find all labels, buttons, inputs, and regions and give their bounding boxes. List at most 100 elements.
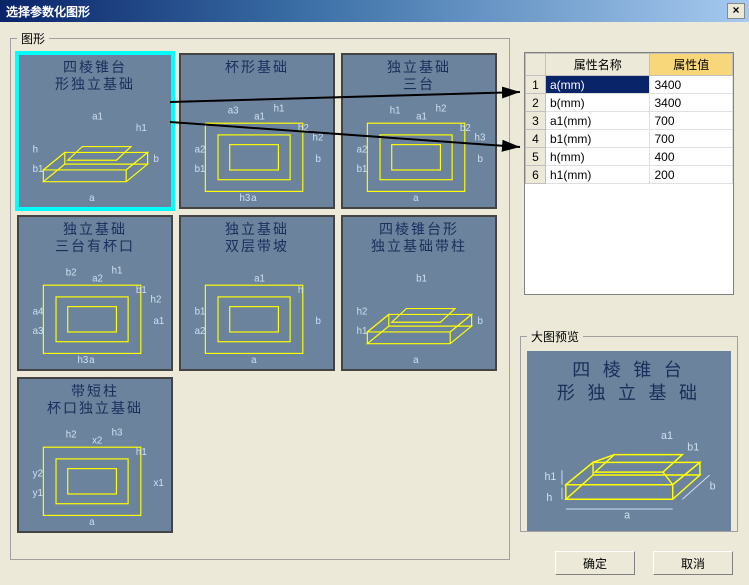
table-row[interactable]: 4b1(mm)700	[526, 130, 733, 148]
table-row[interactable]: 3a1(mm)700	[526, 112, 733, 130]
svg-text:a1: a1	[254, 273, 265, 284]
prop-value-cell[interactable]: 400	[650, 148, 733, 166]
table-blank-area	[525, 184, 733, 294]
row-number: 2	[526, 94, 546, 112]
title-bar: 选择参数化图形 ×	[0, 0, 749, 22]
svg-text:h3: h3	[112, 428, 123, 439]
svg-text:h3: h3	[77, 355, 88, 366]
svg-text:a: a	[251, 193, 257, 204]
svg-text:a: a	[89, 517, 95, 528]
shapes-legend: 图形	[17, 30, 49, 47]
dialog-buttons: 确定 取消	[555, 551, 733, 575]
svg-text:b2: b2	[460, 123, 471, 134]
property-table[interactable]: 属性名称 属性值 1a(mm)34002b(mm)34003a1(mm)7004…	[524, 52, 734, 295]
shape-title: 四棱锥台形独立基础带柱	[343, 223, 495, 257]
svg-text:b: b	[710, 481, 716, 493]
table-row[interactable]: 2b(mm)3400	[526, 94, 733, 112]
svg-text:b1: b1	[357, 164, 368, 175]
shape-thumbnail[interactable]: 杯形基础aba1b1a2b2a3h1h2h3	[179, 53, 335, 209]
shape-thumbnail[interactable]: 四棱锥台形独立基础带柱abb1h1h2	[341, 215, 497, 371]
svg-text:b: b	[477, 316, 482, 327]
svg-text:a3: a3	[33, 326, 44, 337]
shape-title: 杯形基础	[181, 61, 333, 78]
row-number: 1	[526, 76, 546, 94]
shapes-fieldset: 图形 四棱锥台形独立基础 a b a1 b1 h h1 杯形基础 a b a1 b1 a2 b2 a3 h1 h…	[10, 30, 510, 560]
dialog-content: 图形 四棱锥台形独立基础aba1b1hh1杯形基础aba1b1a2b2a3h1h…	[0, 22, 749, 585]
svg-text:b: b	[315, 154, 320, 165]
svg-text:h2: h2	[357, 306, 368, 317]
preview-legend: 大图预览	[527, 328, 583, 345]
shape-title: 独立基础双层带坡	[181, 223, 333, 257]
svg-text:a: a	[89, 193, 95, 204]
row-number: 5	[526, 148, 546, 166]
svg-text:b: b	[153, 154, 158, 165]
svg-text:x1: x1	[153, 478, 163, 489]
svg-text:b2: b2	[298, 123, 309, 134]
svg-text:a2: a2	[357, 144, 368, 155]
prop-value-cell[interactable]: 3400	[650, 94, 733, 112]
svg-text:a: a	[251, 355, 257, 366]
col-header-name: 属性名称	[546, 54, 650, 76]
svg-text:h1: h1	[274, 104, 285, 115]
prop-name-cell: b1(mm)	[546, 130, 650, 148]
svg-text:h1: h1	[357, 326, 368, 337]
shape-title: 独立基础三台	[343, 61, 495, 95]
svg-text:h3: h3	[475, 133, 486, 144]
svg-text:h1: h1	[136, 123, 147, 134]
svg-text:a1: a1	[416, 111, 427, 122]
svg-text:a: a	[413, 193, 419, 204]
shape-thumbnail[interactable]: 带短柱杯口独立基础ax1x2y1y2h1h2h3	[17, 377, 173, 533]
svg-text:a4: a4	[33, 306, 44, 317]
svg-text:a1: a1	[661, 430, 673, 442]
shape-thumbnail[interactable]: 四棱锥台形独立基础aba1b1hh1	[17, 53, 173, 209]
svg-text:x2: x2	[92, 435, 102, 446]
prop-value-cell[interactable]: 700	[650, 130, 733, 148]
prop-name-cell: h(mm)	[546, 148, 650, 166]
svg-text:a: a	[89, 355, 95, 366]
svg-text:b: b	[477, 154, 482, 165]
cancel-button[interactable]: 取消	[653, 551, 733, 575]
svg-text:b1: b1	[136, 285, 147, 296]
prop-value-cell[interactable]: 3400	[650, 76, 733, 94]
svg-text:h1: h1	[136, 447, 147, 458]
prop-name-cell: b(mm)	[546, 94, 650, 112]
shape-thumbnail[interactable]: 独立基础双层带坡aba1a2b1h	[179, 215, 335, 371]
preview-fieldset: 大图预览 四 棱 锥 台 形 独 立 基 础 a b	[520, 328, 738, 532]
svg-text:h2: h2	[151, 295, 162, 306]
table-row[interactable]: 5h(mm)400	[526, 148, 733, 166]
shapes-grid: 四棱锥台形独立基础 a b a1 b1 h h1 杯形基础 a b a1 b1 a2 b2 a3 h1 h2 h3…	[17, 53, 503, 533]
svg-text:y1: y1	[33, 488, 43, 499]
svg-text:a2: a2	[195, 326, 206, 337]
svg-text:h3: h3	[239, 193, 250, 204]
close-button[interactable]: ×	[727, 3, 745, 19]
svg-text:b1: b1	[195, 306, 206, 317]
svg-text:a: a	[413, 355, 419, 366]
svg-text:h1: h1	[112, 266, 123, 277]
col-header-value: 属性值	[650, 54, 733, 76]
svg-text:h: h	[546, 492, 552, 504]
svg-text:b1: b1	[687, 442, 699, 454]
prop-value-cell[interactable]: 200	[650, 166, 733, 184]
window-title: 选择参数化图形	[6, 3, 727, 20]
svg-text:y2: y2	[33, 468, 43, 479]
svg-text:h2: h2	[66, 429, 77, 440]
ok-button[interactable]: 确定	[555, 551, 635, 575]
svg-text:a: a	[624, 510, 630, 522]
prop-value-cell[interactable]: 700	[650, 112, 733, 130]
svg-text:h1: h1	[544, 471, 556, 483]
table-row[interactable]: 1a(mm)3400	[526, 76, 733, 94]
preview-panel: 四 棱 锥 台 形 独 立 基 础 a b a1 b1	[527, 351, 731, 531]
shape-title: 独立基础三台有杯口	[19, 223, 171, 257]
svg-text:h: h	[298, 285, 303, 296]
svg-text:b1: b1	[33, 164, 44, 175]
svg-text:a2: a2	[92, 273, 103, 284]
svg-text:a1: a1	[254, 111, 265, 122]
shape-title: 四棱锥台形独立基础	[19, 61, 171, 95]
prop-name-cell: h1(mm)	[546, 166, 650, 184]
shape-thumbnail[interactable]: 独立基础三台有杯口aa1a2a3a4b1b2h1h2h3	[17, 215, 173, 371]
svg-text:h2: h2	[313, 133, 324, 144]
row-number: 3	[526, 112, 546, 130]
svg-text:h: h	[33, 144, 38, 155]
table-row[interactable]: 6h1(mm)200	[526, 166, 733, 184]
shape-thumbnail[interactable]: 独立基础三台aba1b1a2b2h1h2h3	[341, 53, 497, 209]
